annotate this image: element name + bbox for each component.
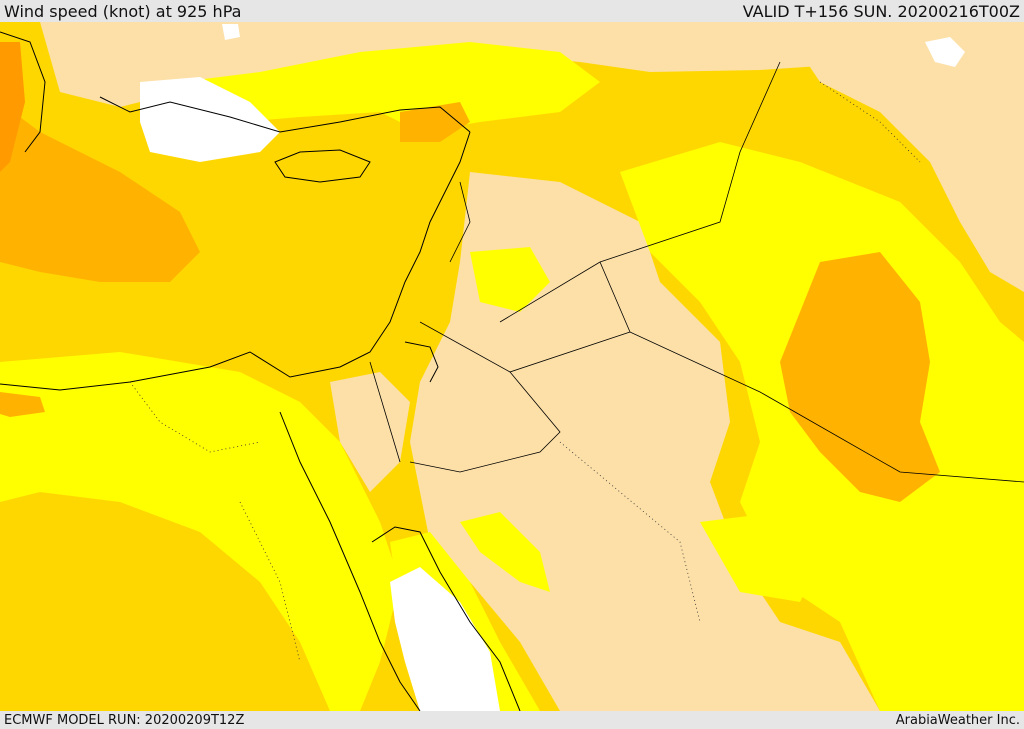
light-wind-turkey-coast	[180, 42, 600, 132]
calm-region-north	[40, 22, 1024, 142]
light-wind-jordan-patch	[470, 247, 550, 312]
strong-wind-mediterranean-west	[0, 102, 200, 282]
border-line	[369, 61, 1024, 483]
header-bar: Wind speed (knot) at 925 hPa VALID T+156…	[0, 0, 1024, 22]
valid-time: VALID T+156 SUN. 20200216T00Z	[742, 1, 1020, 21]
calm-region-turkey-east	[800, 42, 1024, 292]
red-sea-water	[390, 567, 500, 711]
credit: ArabiaWeather Inc.	[895, 712, 1020, 728]
contour-dotted	[129, 81, 921, 663]
light-wind-egypt	[0, 352, 400, 711]
coastline-outline	[0, 31, 521, 711]
strong-wind-turkey-coast	[400, 102, 470, 142]
strong-wind-iraq	[780, 252, 940, 502]
wind-speed-map	[0, 22, 1024, 711]
map-title: Wind speed (knot) at 925 hPa	[4, 1, 242, 21]
light-wind-saudi-patch	[460, 512, 550, 592]
light-wind-arabia-south	[700, 512, 820, 602]
very-strong-wind-aegean	[0, 42, 25, 172]
small-lake	[222, 24, 240, 40]
model-run: ECMWF MODEL RUN: 20200209T12Z	[4, 712, 245, 728]
lake-van-water	[925, 37, 965, 67]
footer-bar: ECMWF MODEL RUN: 20200209T12Z ArabiaWeat…	[0, 711, 1024, 729]
strong-wind-libya-patch	[0, 392, 45, 417]
aegean-cyprus-water	[140, 77, 280, 162]
calm-region-sinai	[330, 372, 410, 492]
